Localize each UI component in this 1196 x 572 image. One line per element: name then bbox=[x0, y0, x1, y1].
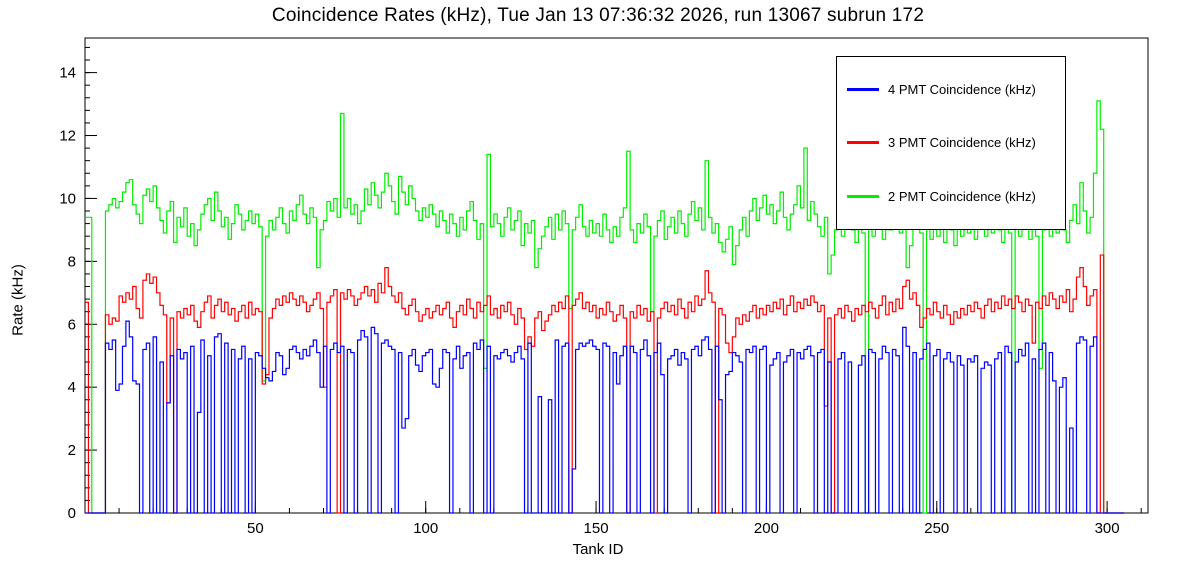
series-line-4pmt bbox=[85, 320, 1125, 514]
series-line-3pmt bbox=[85, 254, 1125, 514]
y-axis-label: Rate (kHz) bbox=[9, 264, 27, 336]
legend-entry-3pmt: 3 PMT Coincidence (kHz) bbox=[837, 135, 1065, 150]
legend-label-2pmt: 2 PMT Coincidence (kHz) bbox=[888, 188, 1036, 204]
x-tick-label: 50 bbox=[247, 520, 264, 537]
legend: 4 PMT Coincidence (kHz) 3 PMT Coincidenc… bbox=[836, 56, 1066, 230]
y-tick-label: 4 bbox=[68, 379, 76, 396]
y-tick-label: 6 bbox=[68, 316, 76, 333]
legend-label-3pmt: 3 PMT Coincidence (kHz) bbox=[888, 135, 1036, 151]
y-tick-label: 2 bbox=[68, 442, 76, 459]
x-tick-label: 150 bbox=[584, 520, 609, 537]
x-axis-label: Tank ID bbox=[572, 541, 624, 558]
legend-line-green-icon bbox=[847, 194, 879, 198]
chart-title: Coincidence Rates (kHz), Tue Jan 13 07:3… bbox=[271, 5, 925, 26]
y-tick-label: 8 bbox=[68, 253, 76, 270]
legend-line-blue-icon bbox=[847, 88, 879, 92]
x-tick-label: 300 bbox=[1095, 520, 1120, 537]
y-tick-label: 12 bbox=[59, 128, 76, 145]
y-tick-label: 10 bbox=[59, 190, 76, 207]
plot-frame bbox=[84, 37, 1149, 514]
x-tick-label: 100 bbox=[413, 520, 438, 537]
legend-entry-4pmt: 4 PMT Coincidence (kHz) bbox=[837, 82, 1065, 97]
x-tick-label: 200 bbox=[754, 520, 779, 537]
y-tick-label: 14 bbox=[59, 65, 76, 82]
legend-entry-2pmt: 2 PMT Coincidence (kHz) bbox=[837, 189, 1065, 204]
y-tick-label: 0 bbox=[68, 505, 76, 522]
legend-line-red-icon bbox=[847, 141, 879, 145]
legend-label-4pmt: 4 PMT Coincidence (kHz) bbox=[888, 82, 1036, 98]
x-tick-label: 250 bbox=[924, 520, 949, 537]
